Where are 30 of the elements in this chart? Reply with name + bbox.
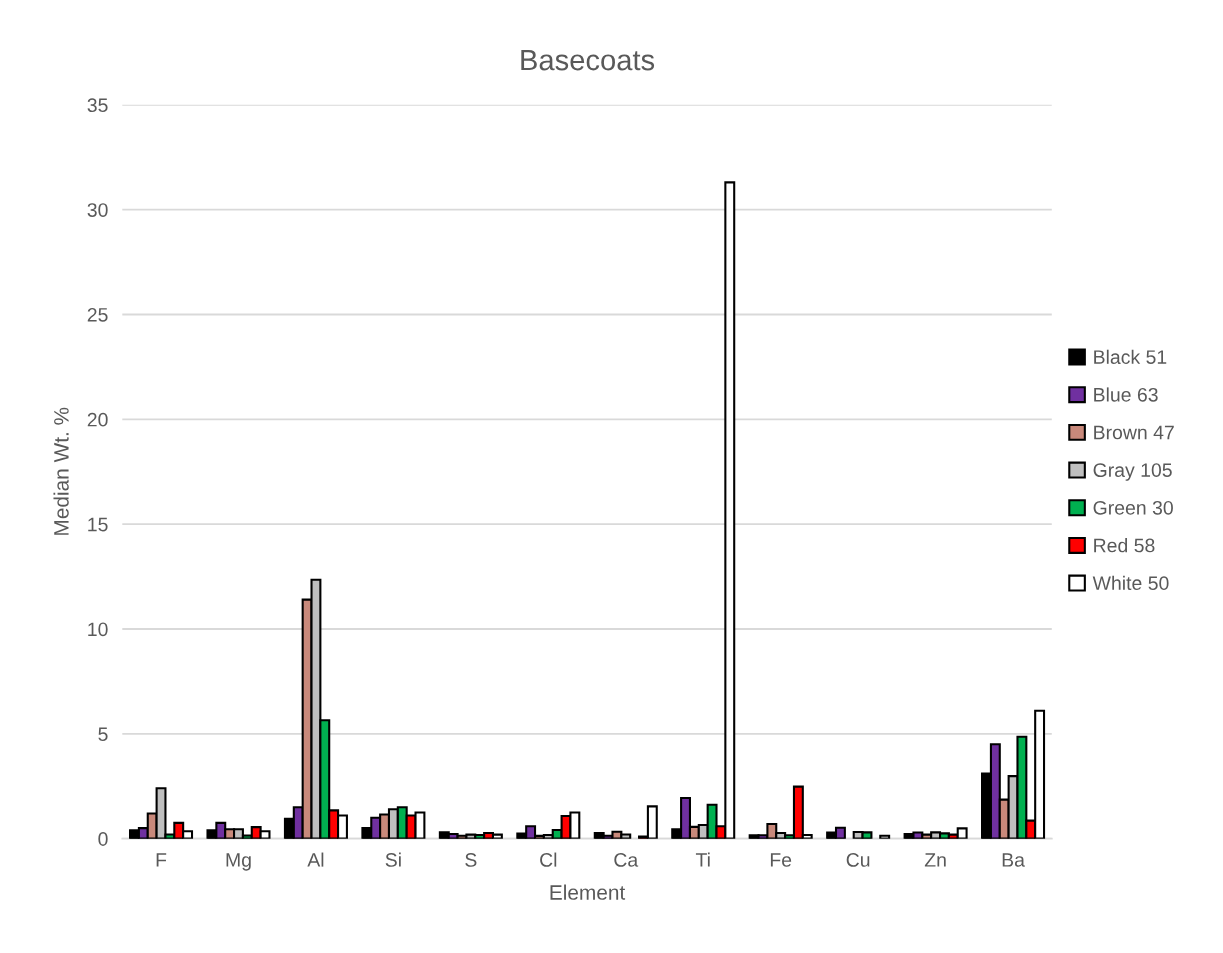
- y-tick-label: 5: [98, 727, 108, 742]
- x-tick-label: Si: [385, 852, 401, 867]
- x-tick-label: Cu: [846, 853, 870, 867]
- y-tick-label: 15: [88, 517, 108, 532]
- x-tick-label: Ba: [1002, 853, 1025, 867]
- x-tick-label: Ca: [614, 853, 639, 867]
- y-tick-label: 30: [87, 203, 108, 217]
- x-tick-label: Cl: [540, 852, 557, 867]
- x-tick-label: Fe: [770, 853, 792, 867]
- legend-label: Blue 63: [1094, 387, 1158, 402]
- y-tick-label: 35: [87, 98, 108, 113]
- legend-label: Black 51: [1094, 349, 1167, 364]
- x-tick-label: S: [465, 853, 477, 867]
- x-axis-title: Element: [550, 884, 626, 900]
- legend-label: Green 30: [1093, 500, 1173, 515]
- x-tick-label: Ti: [695, 852, 710, 867]
- legend-label: Red 58: [1094, 538, 1155, 553]
- y-tick-label: 0: [98, 832, 108, 846]
- x-tick-label: Mg: [226, 853, 251, 871]
- y-tick-label: 20: [87, 412, 108, 427]
- legend-label: White 50: [1092, 575, 1169, 591]
- x-tick-label: F: [156, 853, 167, 867]
- legend-label: Gray 105: [1093, 463, 1172, 481]
- x-tick-label: Al: [307, 852, 324, 867]
- x-tick-label: Zn: [924, 853, 946, 867]
- legend-label: Brown 47: [1094, 425, 1174, 440]
- y-tick-label: 25: [87, 307, 108, 322]
- y-tick-label: 10: [88, 622, 108, 637]
- chart-title: Basecoats: [521, 50, 655, 71]
- y-axis-title: Median Wt. %: [53, 407, 69, 535]
